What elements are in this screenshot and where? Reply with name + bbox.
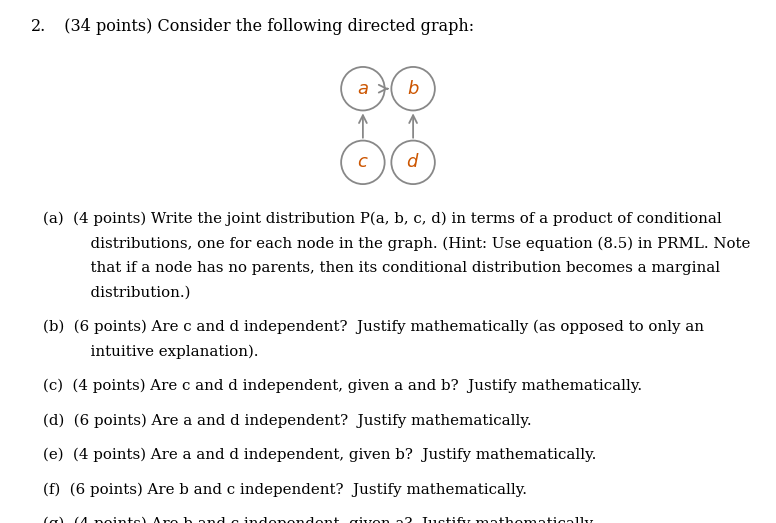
Text: (f)  (6 points) Are b and c independent?  Justify mathematically.: (f) (6 points) Are b and c independent? … — [43, 482, 527, 496]
Text: $d$: $d$ — [407, 153, 420, 172]
Text: 2.: 2. — [31, 18, 47, 36]
Text: $a$: $a$ — [357, 79, 369, 98]
Text: (34 points) Consider the following directed graph:: (34 points) Consider the following direc… — [54, 18, 474, 36]
Circle shape — [341, 141, 385, 184]
Text: (b)  (6 points) Are c and d independent?  Justify mathematically (as opposed to : (b) (6 points) Are c and d independent? … — [43, 320, 704, 334]
Circle shape — [391, 141, 435, 184]
Text: (e)  (4 points) Are a and d independent, given b?  Justify mathematically.: (e) (4 points) Are a and d independent, … — [43, 448, 596, 462]
Text: $c$: $c$ — [357, 153, 369, 172]
Text: (d)  (6 points) Are a and d independent?  Justify mathematically.: (d) (6 points) Are a and d independent? … — [43, 413, 532, 428]
Text: intuitive explanation).: intuitive explanation). — [43, 345, 258, 359]
Text: (a)  (4 points) Write the joint distribution P(a, b, c, d) in terms of a product: (a) (4 points) Write the joint distribut… — [43, 212, 722, 226]
Circle shape — [341, 67, 385, 110]
Text: (c)  (4 points) Are c and d independent, given a and b?  Justify mathematically.: (c) (4 points) Are c and d independent, … — [43, 379, 642, 393]
Text: (g)  (4 points) Are b and c independent, given a?  Justify mathematically.: (g) (4 points) Are b and c independent, … — [43, 517, 595, 523]
Circle shape — [391, 67, 435, 110]
Text: distribution.): distribution.) — [43, 286, 190, 300]
Text: $b$: $b$ — [407, 79, 419, 98]
Text: distributions, one for each node in the graph. (Hint: Use equation (8.5) in PRML: distributions, one for each node in the … — [43, 236, 750, 251]
Text: that if a node has no parents, then its conditional distribution becomes a margi: that if a node has no parents, then its … — [43, 261, 720, 275]
